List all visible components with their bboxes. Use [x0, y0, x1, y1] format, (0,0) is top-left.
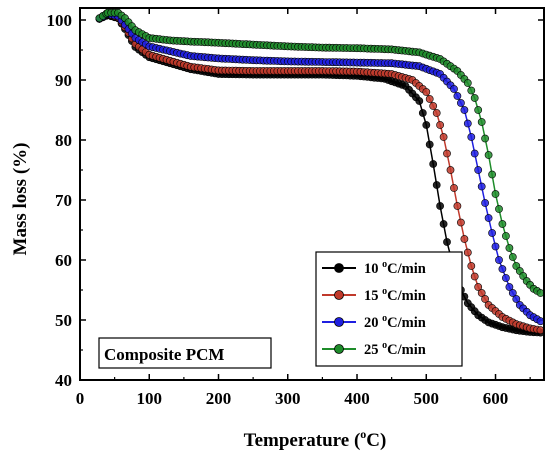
legend-label: 25 oC/min	[364, 340, 426, 358]
data-point	[460, 235, 469, 243]
data-point	[470, 94, 479, 102]
data-point	[439, 133, 448, 141]
tick-layer: 0 100 200 300 400 500 600 40 50 60 70 80 90 100	[47, 8, 544, 408]
y-tick-label: 100	[47, 11, 73, 30]
annotation-text: Composite PCM	[104, 345, 224, 364]
data-point	[495, 256, 503, 264]
data-point	[436, 121, 444, 129]
series-layer	[95, 8, 545, 337]
data-point	[501, 232, 510, 240]
y-tick-label: 50	[55, 311, 72, 330]
x-tick-label: 0	[76, 389, 85, 408]
data-point	[488, 229, 496, 237]
data-point	[443, 149, 451, 158]
data-point	[467, 133, 476, 141]
data-point	[477, 118, 486, 126]
data-point	[453, 202, 462, 210]
x-tick-label: 500	[414, 389, 440, 408]
series-4	[95, 8, 545, 297]
data-point	[505, 283, 514, 291]
legend-item: 15 oC/min	[322, 286, 426, 304]
y-tick-label: 60	[55, 251, 72, 270]
data-point	[425, 140, 434, 149]
data-point	[422, 121, 431, 129]
data-point	[484, 214, 493, 222]
data-point	[481, 199, 489, 207]
data-point	[415, 97, 424, 105]
data-point	[463, 248, 472, 257]
data-point	[439, 220, 448, 228]
x-tick-label: 300	[275, 389, 301, 408]
legend-swatch-marker	[334, 290, 344, 300]
data-point	[450, 85, 458, 93]
plot-frame	[79, 7, 545, 381]
legend-swatch-marker	[334, 263, 344, 273]
data-point	[432, 109, 441, 117]
data-point	[425, 95, 434, 103]
data-point	[488, 170, 496, 179]
data-point	[481, 134, 489, 143]
data-point	[470, 149, 479, 158]
data-point	[498, 265, 507, 273]
data-point	[429, 160, 438, 168]
data-point	[463, 119, 472, 128]
data-point	[446, 166, 455, 174]
data-point	[467, 86, 476, 95]
data-point	[432, 181, 441, 189]
data-point	[456, 218, 465, 227]
data-point	[498, 220, 507, 228]
legend: 10 oC/min 15 oC/min 20 oC/min 25 oC/min	[315, 251, 463, 367]
legend-swatch-marker	[334, 317, 344, 327]
data-point	[495, 205, 503, 213]
data-point	[477, 289, 486, 297]
data-point	[460, 106, 469, 114]
legend-item: 20 oC/min	[322, 313, 426, 331]
data-point	[491, 190, 500, 198]
x-tick-label: 200	[206, 389, 232, 408]
data-point	[453, 92, 462, 100]
data-point	[429, 102, 438, 110]
y-tick-label: 90	[55, 71, 72, 90]
y-tick-label: 80	[55, 131, 72, 150]
legend-item: 10 oC/min	[322, 259, 426, 277]
data-point	[477, 182, 486, 191]
composite-pcm-label: Composite PCM	[98, 337, 272, 369]
legend-item: 25 oC/min	[322, 340, 426, 358]
x-tick-label: 400	[344, 389, 370, 408]
data-point	[505, 244, 514, 252]
y-axis-title: Mass loss (%)	[10, 143, 31, 256]
data-point	[418, 109, 427, 117]
legend-label: 10 oC/min	[364, 259, 426, 277]
data-point	[508, 289, 517, 297]
data-point	[474, 283, 483, 291]
x-axis-title: Temperature (oC)	[244, 427, 387, 451]
data-point	[481, 295, 489, 303]
data-point	[443, 238, 451, 246]
data-point	[512, 295, 521, 303]
data-point	[422, 88, 431, 96]
legend-label: 15 oC/min	[364, 286, 426, 304]
data-point	[484, 151, 493, 159]
data-point	[450, 184, 458, 192]
legend-swatch-marker	[334, 344, 344, 354]
series-3	[95, 10, 545, 326]
y-tick-label: 40	[55, 371, 72, 390]
data-point	[508, 253, 517, 261]
data-point	[467, 262, 476, 270]
data-point	[491, 242, 500, 251]
data-point	[436, 202, 444, 210]
x-tick-label: 100	[137, 389, 163, 408]
data-point	[501, 274, 510, 282]
data-point	[456, 99, 465, 107]
y-tick-label: 70	[55, 191, 72, 210]
legend-label: 20 oC/min	[364, 313, 426, 331]
data-point	[470, 272, 479, 281]
data-point	[463, 79, 472, 87]
data-point	[474, 106, 483, 114]
data-point	[474, 166, 483, 174]
x-tick-label: 600	[483, 389, 509, 408]
